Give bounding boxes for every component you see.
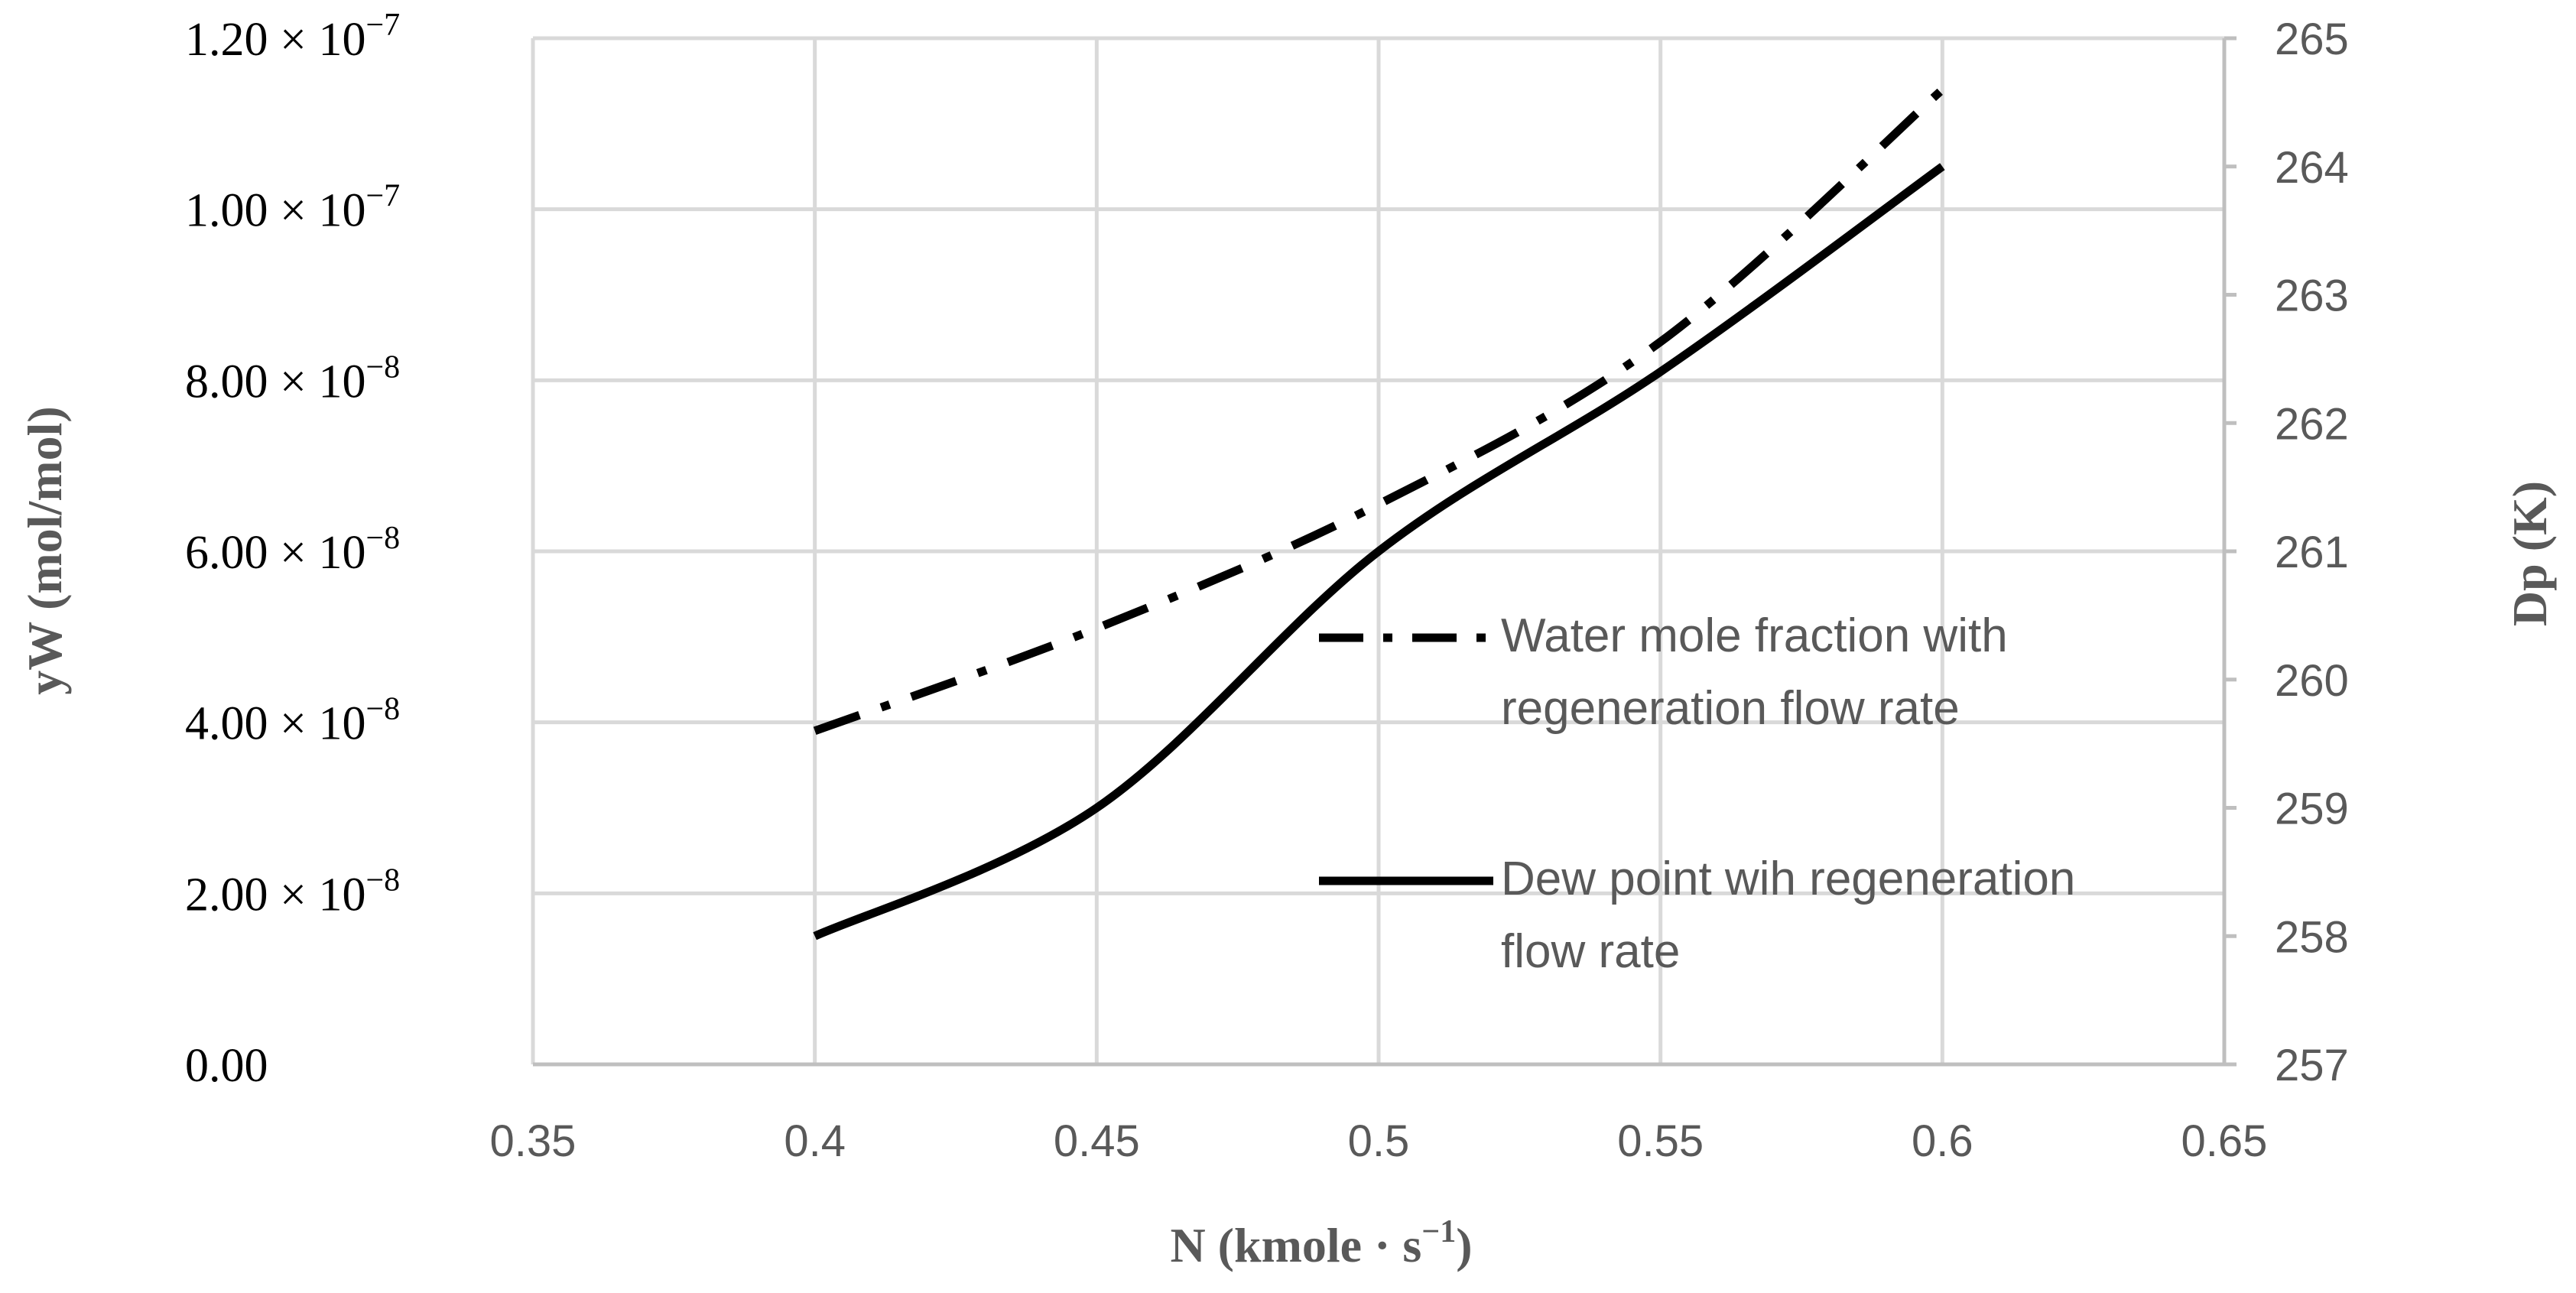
y-right-tick-label: 262	[2275, 399, 2349, 449]
y-left-tick-label: 1.00 × 10−7	[185, 179, 400, 237]
y-left-tick-mantissa: 4.00 × 10	[185, 698, 365, 750]
y-right-tick-label: 259	[2275, 785, 2349, 834]
y-left-tick-mantissa: 1.20 × 10	[185, 14, 365, 66]
y-right-tick-label: 258	[2275, 912, 2349, 962]
y-left-tick-mantissa: 2.00 × 10	[185, 869, 365, 921]
x-tick-label: 0.5	[1348, 1116, 1410, 1166]
y-right-tick-label: 260	[2275, 656, 2349, 706]
x-tick-label: 0.55	[1617, 1116, 1704, 1166]
x-tick-label: 0.35	[490, 1116, 577, 1166]
legend-label: Dew point wih regeneration	[1501, 853, 2075, 905]
series-group	[813, 86, 1945, 941]
legend-label: flow rate	[1501, 925, 1680, 978]
y-left-tick-label: 0.00	[185, 1040, 268, 1092]
y-right-tick-label: 261	[2275, 528, 2349, 577]
y-left-tick-exponent: −7	[365, 8, 400, 43]
y-left-tick-label: 4.00 × 10−8	[185, 692, 400, 750]
y-left-tick-label: 1.20 × 10−7	[185, 8, 400, 66]
legend-label: Water mole fraction with	[1501, 609, 2008, 662]
y-left-tick-mantissa: 6.00 × 10	[185, 527, 365, 579]
axes	[533, 36, 2237, 1067]
y-right-tick-label: 263	[2275, 271, 2349, 321]
x-tick-label: 0.45	[1054, 1116, 1140, 1166]
series-line-dew-point	[813, 163, 1945, 941]
y-left-tick-label: 8.00 × 10−8	[185, 349, 400, 408]
legend-label: regeneration flow rate	[1501, 682, 1960, 735]
x-tick-label: 0.65	[2181, 1116, 2268, 1166]
y-left-axis-label: yW (mol/mol)	[18, 406, 72, 694]
x-tick-label: 0.6	[1912, 1116, 1973, 1166]
series-line-water-mole-fraction	[813, 86, 1945, 736]
x-axis-label-sup: −1	[1421, 1214, 1456, 1249]
y-right-tick-label: 257	[2275, 1041, 2349, 1090]
x-axis-label-main: N (kmole · s	[1170, 1218, 1421, 1272]
x-tick-label: 0.4	[784, 1116, 846, 1166]
y-left-tick-mantissa: 1.00 × 10	[185, 185, 365, 237]
tick-labels: 0.35 0.4 0.45 0.5 0.55 0.6 0.650.002.00 × 10−8…	[185, 8, 2349, 1166]
y-left-tick-exponent: −8	[365, 349, 400, 385]
y-left-tick-label: 6.00 × 10−8	[185, 521, 400, 579]
y-left-tick-exponent: −8	[365, 863, 400, 898]
y-right-axis-label: Dp (K)	[2503, 481, 2557, 626]
y-left-tick-mantissa: 0.00	[185, 1040, 268, 1092]
y-left-tick-exponent: −7	[365, 179, 400, 214]
x-axis-label: N (kmole · s−1)	[1170, 1214, 1472, 1272]
y-left-tick-exponent: −8	[365, 692, 400, 727]
legend: Water mole fraction with regeneration flo…	[1319, 609, 2075, 978]
y-right-tick-label: 264	[2275, 143, 2349, 193]
y-left-tick-exponent: −8	[365, 521, 400, 556]
y-left-tick-mantissa: 8.00 × 10	[185, 356, 365, 408]
grid	[531, 36, 2227, 1067]
y-left-tick-label: 2.00 × 10−8	[185, 863, 400, 921]
y-right-tick-label: 265	[2275, 15, 2349, 64]
x-axis-label-close: )	[1456, 1218, 1472, 1272]
